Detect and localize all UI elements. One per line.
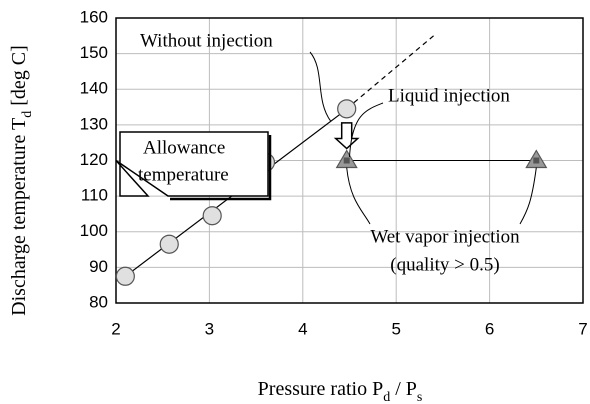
annotation: Allowance <box>143 137 225 158</box>
y-axis-label-part: d <box>20 111 35 118</box>
y-tick-label: 120 <box>80 150 108 169</box>
x-tick-label: 7 <box>578 319 587 338</box>
x-tick-label: 4 <box>298 319 307 338</box>
circle-marker <box>337 99 357 119</box>
annotation: Wet vapor injection <box>370 226 520 247</box>
x-axis-label-part: Pressure ratio P <box>258 378 384 400</box>
triangle-center <box>343 157 350 164</box>
x-axis-label-part: / P <box>390 378 417 400</box>
annotation: Liquid injection <box>388 85 510 106</box>
y-tick-label: 80 <box>89 292 108 311</box>
y-axis-label-part: [deg C] <box>8 45 30 111</box>
y-tick-label: 130 <box>80 114 108 133</box>
leader-line <box>519 167 537 225</box>
x-tick-label: 6 <box>485 319 494 338</box>
x-axis-label-part: d <box>383 390 390 404</box>
callout-box <box>115 131 269 197</box>
circle-marker <box>159 234 179 254</box>
triangle-center <box>533 157 540 164</box>
x-tick-label: 3 <box>205 319 214 338</box>
leader-line <box>349 102 384 157</box>
y-axis-label-part: Discharge temperature T <box>8 118 30 316</box>
leader-line <box>309 51 332 122</box>
x-axis-label: Pressure ratio Pd / Ps <box>258 378 423 404</box>
circle-marker <box>202 206 222 226</box>
y-tick-label: 160 <box>80 7 108 26</box>
circle-marker <box>115 266 135 286</box>
x-tick-label: 5 <box>391 319 400 338</box>
y-tick-label: 110 <box>81 186 108 205</box>
y-tick-label: 100 <box>80 221 108 240</box>
annotation: temperature <box>138 164 229 185</box>
fit-line-extrapolated <box>339 35 434 115</box>
annotation: Without injection <box>140 30 273 51</box>
leader-line <box>346 167 371 225</box>
callout-shadow <box>170 135 272 201</box>
fit-line <box>120 113 341 281</box>
x-axis-label-part: s <box>417 390 422 404</box>
y-tick-label: 90 <box>89 257 108 276</box>
y-axis-label: Discharge temperature Td [deg C] <box>8 45 35 316</box>
x-tick-label: 2 <box>111 319 120 338</box>
annotation: (quality > 0.5) <box>390 254 499 275</box>
y-tick-label: 140 <box>80 79 108 98</box>
arrow <box>333 122 360 150</box>
y-tick-label: 150 <box>80 43 108 62</box>
